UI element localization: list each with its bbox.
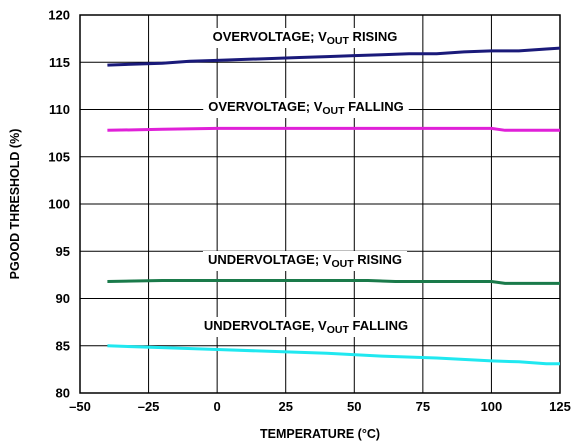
x-axis-title: TEMPERATURE (°C) <box>260 427 380 441</box>
y-tick-label: 85 <box>56 338 70 353</box>
series-line-4 <box>107 344 560 366</box>
series-label-text: OVERVOLTAGE; VOUT FALLING <box>208 99 404 117</box>
series-line-3 <box>107 279 560 285</box>
plot-area-frame <box>79 14 561 394</box>
y-tick-label: 120 <box>48 8 70 23</box>
x-tick-label: 100 <box>481 399 503 414</box>
x-tick-label: –50 <box>69 399 91 414</box>
y-axis-tick-labels: 80 85 90 95 100 105 110 115 120 <box>48 8 70 401</box>
y-tick-label: 105 <box>48 149 70 164</box>
series-label-1: OVERVOLTAGE; VOUT RISING <box>207 28 403 48</box>
series-label-background <box>207 28 403 48</box>
x-tick-label: 75 <box>416 399 430 414</box>
x-tick-label: –25 <box>138 399 160 414</box>
series-lines <box>107 46 561 366</box>
grid-lines <box>80 15 560 393</box>
y-axis-title: PGOOD THRESHOLD (%) <box>8 129 22 280</box>
series-label-background <box>202 251 408 271</box>
x-tick-label: 125 <box>549 399 571 414</box>
series-line-1 <box>107 46 561 67</box>
y-tick-label: 110 <box>49 102 70 117</box>
series-label-text: UNDERVOLTAGE; VOUT RISING <box>208 252 402 270</box>
y-tick-label: 80 <box>56 386 70 401</box>
series-label-text: OVERVOLTAGE; VOUT RISING <box>213 29 398 47</box>
series-label-background <box>198 317 414 337</box>
series-label-4: UNDERVOLTAGE, VOUT FALLING <box>198 317 414 337</box>
x-tick-label: 25 <box>278 399 292 414</box>
y-tick-label: 90 <box>56 291 70 306</box>
series-line-2 <box>107 126 560 132</box>
series-label-text: UNDERVOLTAGE, VOUT FALLING <box>204 318 408 336</box>
x-tick-label: 0 <box>214 399 221 414</box>
y-tick-label: 95 <box>56 244 70 259</box>
series-label-background <box>203 98 409 118</box>
y-tick-label: 115 <box>49 55 70 70</box>
series-label-3: UNDERVOLTAGE; VOUT RISING <box>202 251 408 271</box>
y-tick-label: 100 <box>48 197 70 212</box>
x-tick-label: 50 <box>347 399 361 414</box>
x-axis-tick-labels: –50 –25 0 25 50 75 100 125 <box>69 399 571 414</box>
series-labels: OVERVOLTAGE; VOUT RISING OVERVOLTAGE; VOU… <box>198 28 414 337</box>
series-label-2: OVERVOLTAGE; VOUT FALLING <box>203 98 409 118</box>
